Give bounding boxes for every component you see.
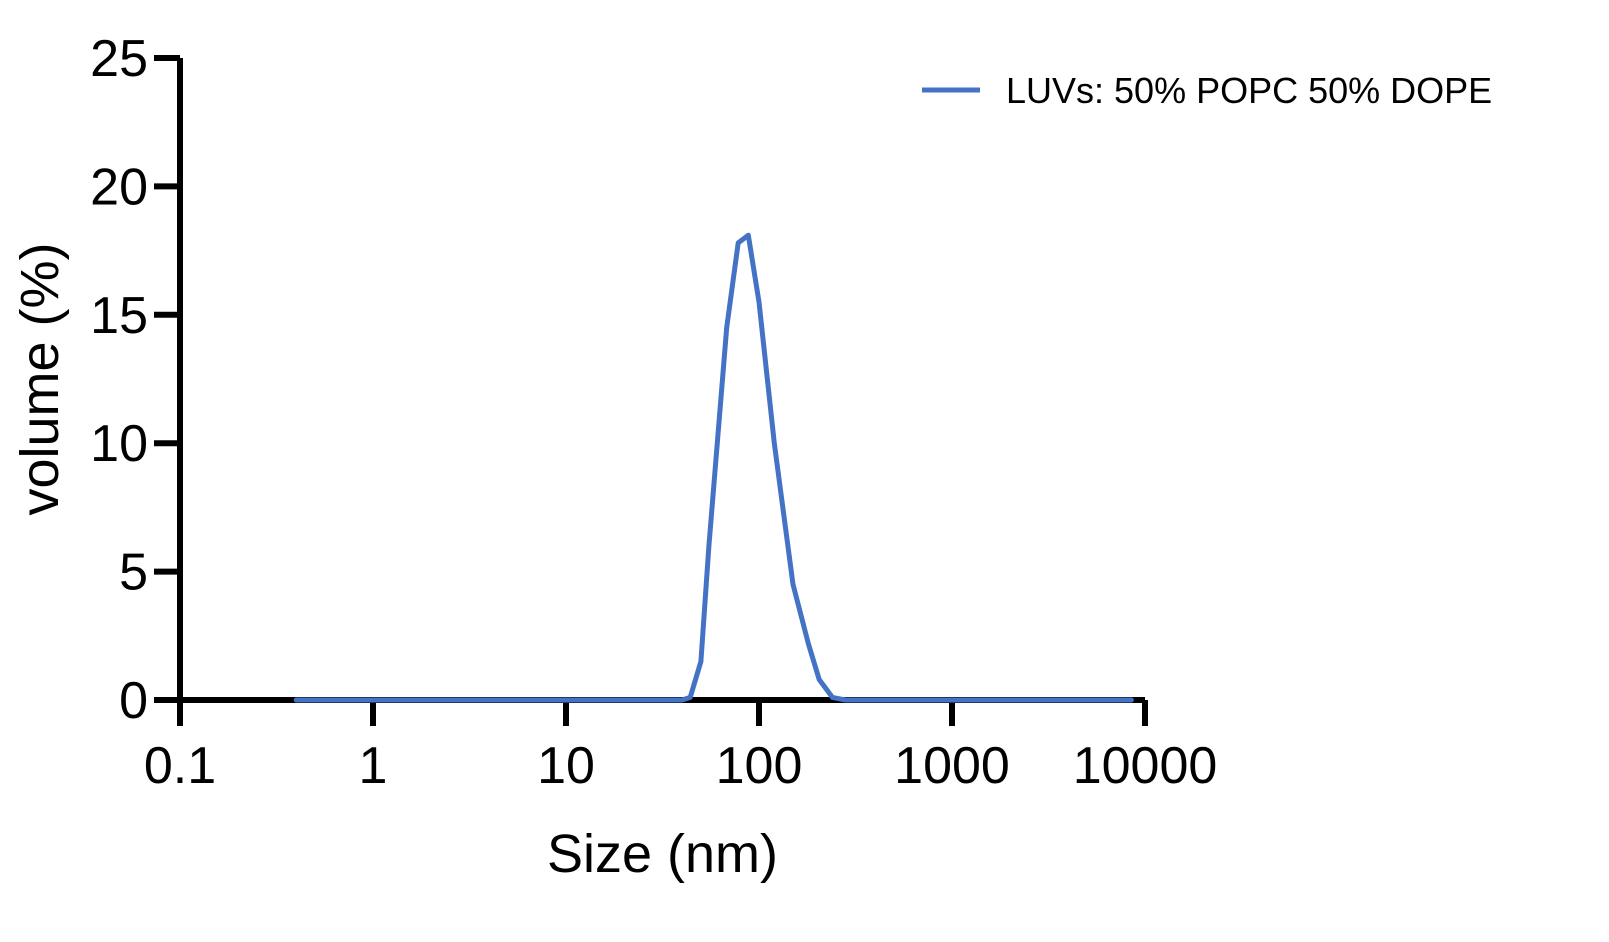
legend-label: LUVs: 50% POPC 50% DOPE	[1006, 70, 1492, 111]
x-axis-title: Size (nm)	[547, 824, 778, 884]
y-axis-ticks: 0 5 10 15 20 25	[90, 30, 180, 730]
x-axis-ticks: 0.1 1 10 100 1000 10000	[144, 700, 1217, 795]
series-layer	[293, 232, 1134, 703]
y-tick-label: 0	[119, 672, 148, 730]
x-tick-label: 100	[716, 737, 803, 795]
y-tick-label: 15	[90, 287, 148, 345]
x-tick-label: 1	[359, 737, 388, 795]
y-tick-label: 25	[90, 30, 148, 88]
y-tick-label: 20	[90, 158, 148, 216]
x-tick-label: 0.1	[144, 737, 216, 795]
y-axis-title: volume (%)	[10, 242, 70, 515]
series-line	[293, 232, 1134, 703]
y-tick-label: 5	[119, 544, 148, 602]
legend: LUVs: 50% POPC 50% DOPE	[922, 70, 1492, 111]
x-tick-label: 1000	[894, 737, 1010, 795]
x-tick-label: 10000	[1073, 737, 1218, 795]
x-tick-label: 10	[537, 737, 595, 795]
y-tick-label: 10	[90, 415, 148, 473]
